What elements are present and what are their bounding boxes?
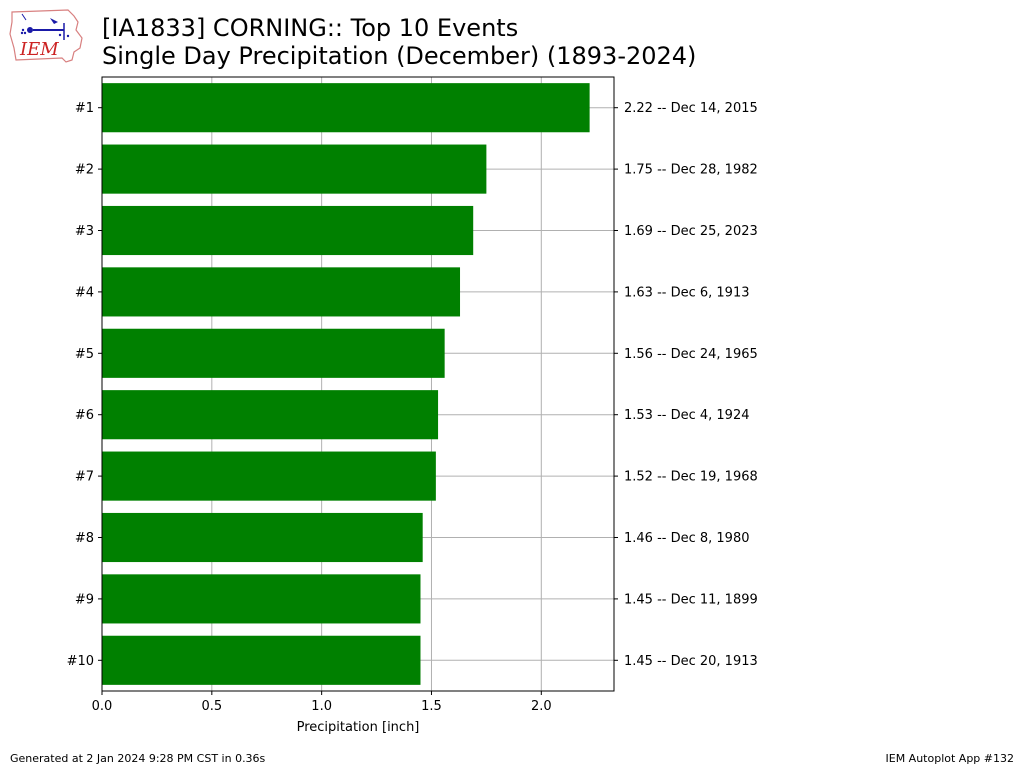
bar (102, 328, 445, 378)
x-tick-label: 0.5 (201, 699, 222, 714)
bar (102, 574, 421, 624)
y-tick-label: #4 (75, 285, 94, 300)
chart-title-line-1: [IA1833] CORNING:: Top 10 Events (102, 14, 519, 42)
iem-logo: IEM (9, 9, 83, 63)
event-label: 1.46 -- Dec 8, 1980 (624, 531, 750, 546)
chart-title-line-2: Single Day Precipitation (December) (189… (102, 42, 697, 70)
x-tick-label: 1.0 (311, 699, 332, 714)
plot-frame (101, 76, 615, 692)
event-label: 1.53 -- Dec 4, 1924 (624, 408, 750, 423)
event-label: 1.69 -- Dec 25, 2023 (624, 224, 758, 239)
event-label: 1.63 -- Dec 6, 1913 (624, 285, 750, 300)
bar (102, 83, 590, 133)
bar (102, 451, 436, 501)
bars (102, 83, 590, 685)
x-tick-label: 2.0 (531, 699, 552, 714)
y-tick-label: #10 (67, 654, 94, 669)
x-tick-label: 1.5 (421, 699, 442, 714)
axis-ticks: 0.0 0.5 1.0 1.5 2.0 #1 2.22 -- Dec 14, 2015 #2 1… (67, 101, 758, 714)
y-tick-label: #2 (75, 163, 94, 178)
bar (102, 390, 439, 440)
y-tick-label: #8 (75, 531, 94, 546)
footer-app-text: IEM Autoplot App #132 (885, 752, 1015, 765)
x-axis-label: Precipitation [inch] (297, 720, 420, 735)
footer-generated-text: Generated at 2 Jan 2024 9:28 PM CST in 0… (10, 752, 266, 765)
y-tick-label: #9 (75, 592, 94, 607)
y-tick-label: #5 (75, 347, 94, 362)
y-tick-label: #7 (75, 470, 94, 485)
bar (102, 267, 461, 317)
event-label: 2.22 -- Dec 14, 2015 (624, 101, 758, 116)
y-tick-label: #1 (75, 101, 94, 116)
event-label: 1.56 -- Dec 24, 1965 (624, 347, 758, 362)
y-tick-label: #6 (75, 408, 94, 423)
bar (102, 144, 487, 194)
event-label: 1.75 -- Dec 28, 1982 (624, 163, 758, 178)
x-tick-label: 0.0 (92, 699, 113, 714)
event-label: 1.45 -- Dec 20, 1913 (624, 654, 758, 669)
logo-text: IEM (19, 39, 59, 60)
event-label: 1.52 -- Dec 19, 1968 (624, 470, 758, 485)
bar (102, 635, 421, 685)
event-label: 1.45 -- Dec 11, 1899 (624, 592, 758, 607)
bar (102, 512, 423, 563)
y-tick-label: #3 (75, 224, 94, 239)
bar (102, 205, 474, 256)
